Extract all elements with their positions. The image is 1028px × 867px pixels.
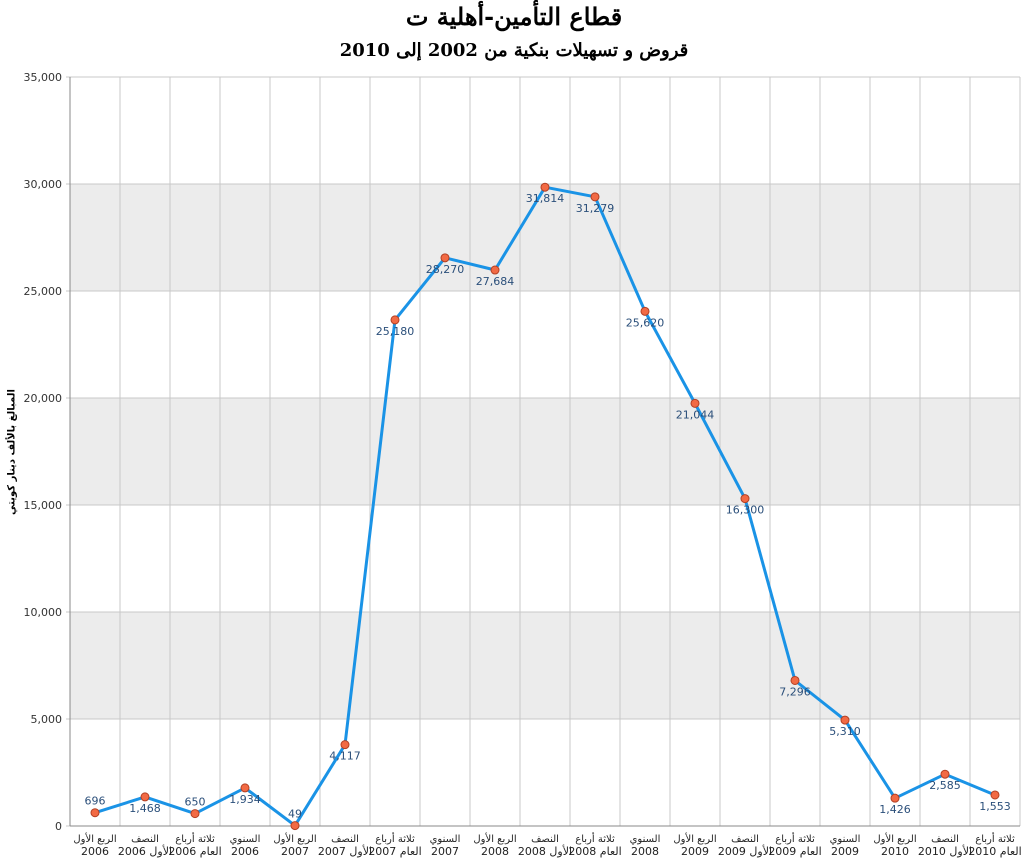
x-tick-label: ثلاثة أرباع العام 2008 xyxy=(568,832,621,858)
data-label: 16,300 xyxy=(726,504,765,517)
data-label: 650 xyxy=(185,796,206,809)
data-label: 7,296 xyxy=(779,685,811,698)
grid-band xyxy=(70,398,1020,505)
x-tick-label: الربع الأول 2010 xyxy=(873,832,916,858)
y-tick-label: 0 xyxy=(55,820,62,833)
x-tick-label: ثلاثة أرباع العام 2010 xyxy=(968,832,1021,858)
data-point xyxy=(690,398,700,408)
x-tick-label: الربع الأول 2009 xyxy=(673,832,716,858)
data-point xyxy=(440,253,450,263)
x-tick-label: السنوي 2007 xyxy=(430,834,461,858)
grid-band xyxy=(70,184,1020,291)
x-tick-label: ثلاثة أرباع العام 2007 xyxy=(368,832,421,858)
data-point xyxy=(290,821,300,831)
background-bands xyxy=(70,184,1020,719)
data-point xyxy=(740,494,750,504)
y-tick-label: 35,000 xyxy=(24,71,63,84)
data-point xyxy=(490,265,500,275)
y-tick-label: 15,000 xyxy=(24,499,63,512)
x-tick-label: النصف الأول 2006 xyxy=(118,834,172,858)
data-point xyxy=(940,769,950,779)
data-label: 27,684 xyxy=(476,275,515,288)
y-tick-labels: 0 5,000 10,000 15,000 20,000 25,000 30,000 35,0… xyxy=(24,71,63,833)
x-tick-label: النصف الأول 2010 xyxy=(918,834,972,858)
data-label: 31,279 xyxy=(576,202,615,215)
data-label: 21,044 xyxy=(676,408,715,421)
data-markers xyxy=(90,182,1000,831)
chart-subtitle: قروض و تسهيلات بنكية من 2002 إلى 2010 xyxy=(339,40,689,61)
y-tick-label: 5,000 xyxy=(31,713,63,726)
x-tick-label: الربع الأول 2007 xyxy=(273,832,316,858)
x-tick-label: الربع الأول 2008 xyxy=(473,832,516,858)
x-tick-label: النصف الأول 2008 xyxy=(518,834,572,858)
data-point xyxy=(540,182,550,192)
data-label: 4,117 xyxy=(329,750,361,763)
data-label: 1,553 xyxy=(979,800,1011,813)
data-point xyxy=(90,808,100,818)
y-tick-label: 10,000 xyxy=(24,606,63,619)
x-tick-label: ثلاثة أرباع العام 2006 xyxy=(168,832,221,858)
data-point xyxy=(840,715,850,725)
data-point xyxy=(590,192,600,202)
data-label: 31,814 xyxy=(526,192,565,205)
data-label: 25,180 xyxy=(376,325,415,338)
data-point xyxy=(340,740,350,750)
data-label: 25,620 xyxy=(626,316,665,329)
x-tick-label: السنوي 2008 xyxy=(630,834,661,858)
x-tick-label: الربع الأول 2006 xyxy=(73,832,116,858)
data-label: 696 xyxy=(85,795,106,808)
grid-band xyxy=(70,612,1020,719)
x-tick-label: السنوي 2009 xyxy=(830,834,861,858)
data-label: 1,426 xyxy=(879,803,911,816)
data-label: 2,585 xyxy=(929,779,961,792)
data-point xyxy=(990,790,1000,800)
x-tick-label: النصف الأول 2007 xyxy=(318,834,372,858)
data-point xyxy=(790,675,800,685)
data-point xyxy=(890,793,900,803)
data-point xyxy=(390,315,400,325)
x-tick-label: النصف الأول 2009 xyxy=(718,834,772,858)
data-label: 5,310 xyxy=(829,725,861,738)
chart-title: قطاع التأمين-أهلية ت xyxy=(405,2,623,31)
y-tick-label: 25,000 xyxy=(24,285,63,298)
data-label: 28,270 xyxy=(426,263,465,276)
axes xyxy=(69,77,1020,827)
data-point xyxy=(640,306,650,316)
data-point xyxy=(140,792,150,802)
data-point xyxy=(190,809,200,819)
data-labels: 696 1,468 650 1,934 49 4,117 25,180 28,270 27,68… xyxy=(85,192,1011,820)
x-tick-label: السنوي 2006 xyxy=(230,834,261,858)
data-label: 1,468 xyxy=(129,802,161,815)
x-tick-label: ثلاثة أرباع العام 2009 xyxy=(768,832,821,858)
data-label: 49 xyxy=(288,808,302,821)
data-point xyxy=(240,783,250,793)
y-tick-label: 30,000 xyxy=(24,178,63,191)
y-tick-label: 20,000 xyxy=(24,392,63,405)
data-label: 1,934 xyxy=(229,793,261,806)
